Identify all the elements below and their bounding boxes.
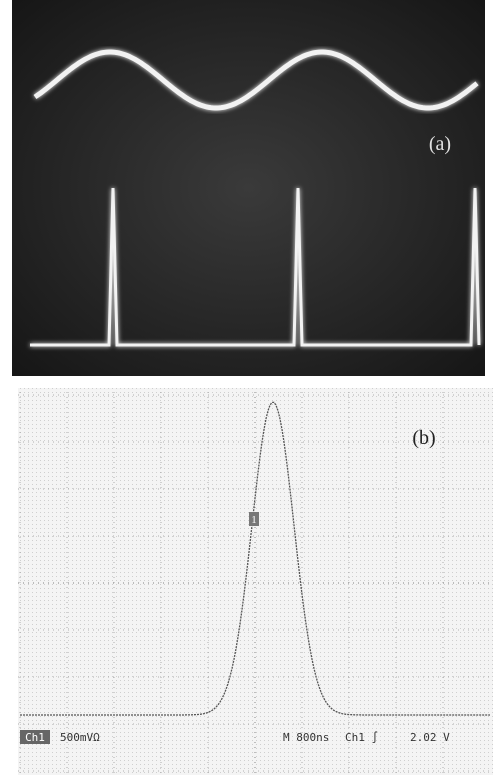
marker-label: 1 — [251, 514, 257, 526]
pulse-trace — [30, 187, 481, 347]
panel-label: (a) — [429, 133, 451, 155]
panel-a: (a) — [12, 0, 485, 376]
timebase: M 800ns — [283, 731, 329, 744]
scale: 500mVΩ — [60, 731, 100, 744]
panel-label: (b) — [412, 427, 435, 449]
pulse-trace — [20, 401, 490, 716]
screen-a — [12, 0, 485, 376]
channel: Ch1 — [25, 731, 45, 744]
marker-box — [249, 512, 259, 526]
trigger: Ch1 ∫ — [345, 731, 378, 744]
trigger-level: 2.02 V — [410, 731, 450, 744]
sine-trace — [33, 49, 479, 111]
grid — [18, 392, 493, 775]
channel-box — [20, 730, 50, 744]
panel-b: (b) 1 Ch1 500mVΩ M 800ns Ch1 ∫ 2.02 V — [18, 388, 493, 775]
